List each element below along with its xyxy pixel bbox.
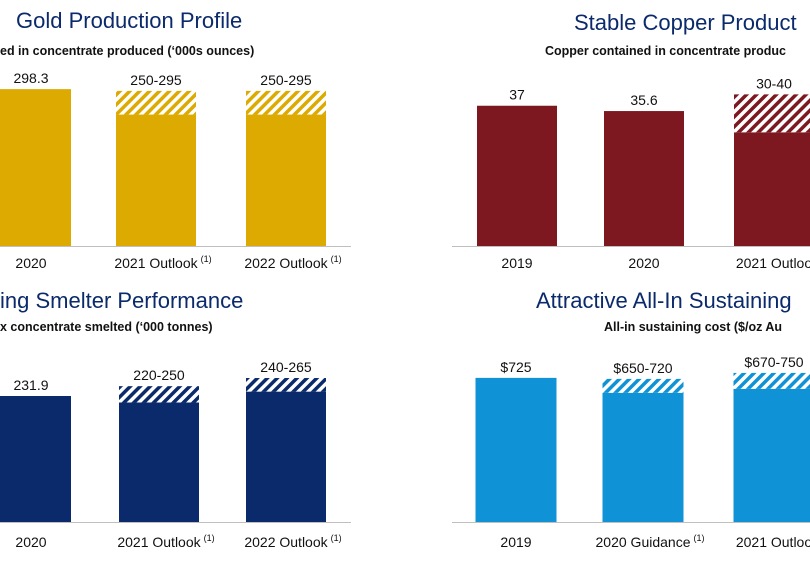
data-label-1: 37 [509, 87, 525, 103]
data-label-1: 231.9 [13, 377, 48, 393]
bar-3-range [246, 90, 326, 115]
footnote-marker-2: (1) [201, 254, 212, 264]
gold-chart-subtitle: ed in concentrate produced (‘000s ounces… [0, 44, 255, 58]
bar-2 [604, 111, 684, 246]
data-label-2: 250-295 [130, 72, 182, 88]
data-label-2: 220-250 [133, 367, 185, 383]
bar-2-range [119, 386, 199, 403]
bar-2-range [116, 90, 196, 115]
copper-chart-title: Stable Copper Product [574, 10, 797, 35]
bar-3-range [246, 378, 326, 392]
copper-chart-subtitle: Copper contained in concentrate produc [545, 44, 786, 58]
category-label-1: 2020 [15, 534, 46, 550]
footnote-marker-3: (1) [331, 533, 342, 543]
category-label-2: 2020 [628, 255, 659, 271]
category-label-2: 2021 Outlook [117, 534, 201, 550]
bar-3-range [734, 94, 810, 133]
footnote-marker-2: (1) [693, 533, 704, 543]
aisc-chart-title: Attractive All-In Sustaining [536, 288, 792, 313]
category-label-3: 2022 Outlook [244, 255, 328, 271]
category-label-3: 2022 Outlook [244, 534, 328, 550]
data-label-3: 240-265 [260, 359, 312, 375]
data-label-2: 35.6 [630, 92, 657, 108]
bar-1 [0, 89, 71, 246]
category-label-3: 2021 Outloo [736, 534, 810, 550]
aisc-chart-subtitle: All-in sustaining cost ($/oz Au [604, 320, 783, 334]
bar-2 [119, 402, 199, 522]
footnote-marker-3: (1) [331, 254, 342, 264]
bar-3 [246, 114, 326, 246]
bar-3 [733, 388, 810, 522]
data-label-3: 30-40 [756, 75, 792, 91]
bar-1 [0, 396, 71, 522]
bar-3 [734, 132, 810, 246]
bar-2-range [602, 378, 684, 393]
bar-3-range [733, 372, 810, 389]
gold-chart-title: Gold Production Profile [16, 8, 243, 33]
bar-2 [602, 392, 684, 522]
category-label-2: 2020 Guidance [596, 534, 691, 550]
category-label-1: 2019 [501, 255, 532, 271]
category-label-2: 2021 Outlook [114, 255, 198, 271]
data-label-3: $670-750 [744, 354, 803, 370]
smelter-chart-title: ing Smelter Performance [0, 288, 244, 313]
bar-1 [475, 377, 557, 522]
category-label-3: 2021 Outloo [736, 255, 810, 271]
data-label-3: 250-295 [260, 72, 312, 88]
data-label-1: 298.3 [13, 70, 48, 86]
data-label-1: $725 [500, 359, 531, 375]
all-in-sustaining-cost-chart: $725 2019 $650-720 2020 Guidance (1) $670-750… [452, 354, 810, 550]
bar-3 [246, 391, 326, 522]
footnote-marker-2: (1) [204, 533, 215, 543]
bar-1 [477, 105, 557, 246]
category-label-1: 2019 [500, 534, 531, 550]
category-label-1: 2020 [15, 255, 46, 271]
smelter-chart-subtitle: x concentrate smelted (‘000 tonnes) [0, 320, 213, 334]
data-label-2: $650-720 [613, 360, 672, 376]
bar-2 [116, 114, 196, 246]
copper-production-chart: 37 2019 35.6 2020 30-40 2021 Outloo [452, 75, 810, 271]
